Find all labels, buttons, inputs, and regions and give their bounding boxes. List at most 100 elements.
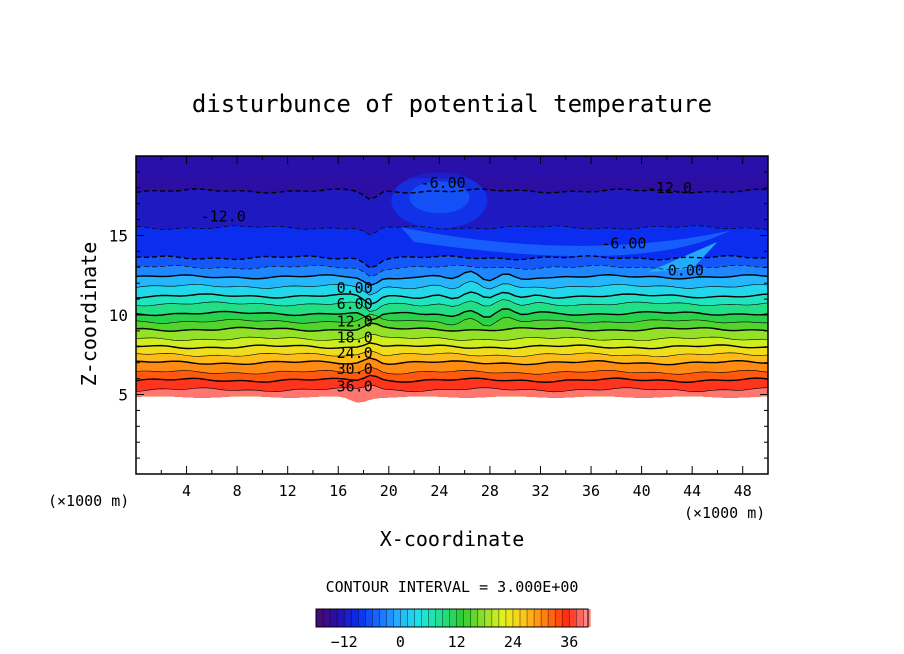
x-tick-label: 28 (481, 482, 499, 500)
contour-line (136, 342, 768, 350)
contour-line (136, 322, 768, 332)
colorbar-swatch (421, 609, 429, 627)
colorbar-swatch (386, 609, 394, 627)
colorbar-swatch (316, 609, 324, 627)
x-tick-label: 32 (531, 482, 549, 500)
colorbar-tick-label: 12 (448, 633, 466, 651)
y-tick-label: 15 (109, 227, 128, 246)
colorbar-swatch (351, 609, 359, 627)
contour-label: 36.0 (337, 378, 373, 396)
x-unit-right: (×1000 m) (684, 504, 765, 522)
colorbar-tick-label: 0 (396, 633, 405, 651)
cold-tongue-tip (647, 241, 718, 273)
colorbar-swatch (442, 609, 451, 627)
contour-label: 0.00 (668, 261, 704, 279)
contour-label: 30.0 (337, 360, 373, 378)
contour-line (136, 225, 768, 236)
colorbar-swatch (393, 609, 401, 627)
colorbar-swatch (505, 609, 514, 627)
contour-label: 6.00 (337, 295, 373, 313)
x-tick-label: 20 (380, 482, 398, 500)
contour-label: -12.0 (201, 207, 246, 225)
colorbar-swatch (562, 609, 570, 627)
contour-line (136, 299, 768, 313)
top-layer (136, 156, 768, 179)
colorbar-swatch (477, 609, 486, 627)
x-tick-label: 24 (430, 482, 448, 500)
colorbar-swatch (520, 609, 528, 627)
colorbar-swatch (576, 609, 584, 627)
contour-line (136, 313, 768, 327)
cold-tongue (401, 227, 731, 257)
colorbar-swatch (527, 609, 535, 627)
colorbar-swatch (323, 609, 331, 627)
colorbar-swatch (456, 609, 465, 627)
colorbar-tick-label: 36 (560, 633, 578, 651)
colorbar-frame (315, 608, 589, 628)
colorbar-swatch (491, 609, 500, 627)
colorbar-swatch (414, 609, 422, 627)
contour-line (136, 384, 768, 393)
contour-label: 12.0 (337, 312, 373, 330)
colorbar-swatch (358, 609, 366, 627)
y-tick-label: 10 (109, 306, 128, 325)
colorbar-swatch (428, 609, 436, 627)
contour-line (136, 280, 768, 296)
contour-label: 18.0 (337, 328, 373, 346)
colorbar-swatch (470, 609, 479, 627)
colorbar-swatch (498, 609, 507, 627)
colorbar-swatch (512, 609, 521, 627)
y-axis-title: Z-coordinate (77, 242, 101, 387)
colorbar-swatch (569, 609, 577, 627)
colorbar-swatch (463, 609, 472, 627)
contour-label: 24.0 (337, 344, 373, 362)
chart-title: disturbunce of potential temperature (192, 90, 712, 118)
y-tick-label: 5 (118, 386, 128, 405)
colorbar: −12 0 12 24 36 (315, 608, 591, 651)
contour-label: -6.00 (601, 234, 646, 252)
contour-labels: -6.00 -12.0-12.0-6.000.000.006.0012.018.0… (201, 174, 704, 396)
contour-line (136, 366, 768, 375)
colorbar-swatch (548, 609, 556, 627)
colorbar-swatch (555, 609, 563, 627)
colorbar-swatch (534, 609, 542, 627)
x-tick-label: 4 (182, 482, 191, 500)
warm-plume-center (409, 181, 470, 214)
x-tick-label: 40 (633, 482, 651, 500)
x-tick-label: 36 (582, 482, 600, 500)
contour-line (136, 374, 768, 384)
colorbar-swatch (407, 609, 415, 627)
contour-line (136, 350, 768, 358)
colorbar-swatch (449, 609, 458, 627)
colorbar-swatch (344, 609, 352, 627)
colorbar-swatch (379, 609, 387, 627)
contour-label: 0.00 (337, 279, 373, 297)
contour-label: -12.0 (647, 179, 692, 197)
colorbar-swatch (337, 609, 345, 627)
colorbar-swatch (400, 609, 408, 627)
contour-label: -6.00 (421, 174, 466, 192)
x-tick-label: 16 (329, 482, 347, 500)
colorbar-swatch (541, 609, 549, 627)
colorbar-swatch (583, 609, 591, 627)
x-tick-label: 8 (233, 482, 242, 500)
contour-line (136, 357, 768, 366)
colorbar-swatch (484, 609, 493, 627)
contour-line (136, 270, 768, 287)
colorbar-swatch (435, 609, 444, 627)
contour-line (136, 254, 768, 269)
contour-interval-note: CONTOUR INTERVAL = 3.000E+00 (326, 578, 579, 596)
contour-line (136, 188, 768, 201)
contour-line (136, 308, 768, 321)
x-tick-label: 12 (279, 482, 297, 500)
x-unit-left: (×1000 m) (48, 492, 129, 510)
contour-line (136, 264, 768, 277)
x-tick-label: 48 (734, 482, 752, 500)
colorbar-swatch (372, 609, 380, 627)
contour-line (136, 291, 768, 306)
level-band (136, 384, 768, 403)
x-tick-label: 44 (683, 482, 701, 500)
colorbar-swatch (330, 609, 338, 627)
